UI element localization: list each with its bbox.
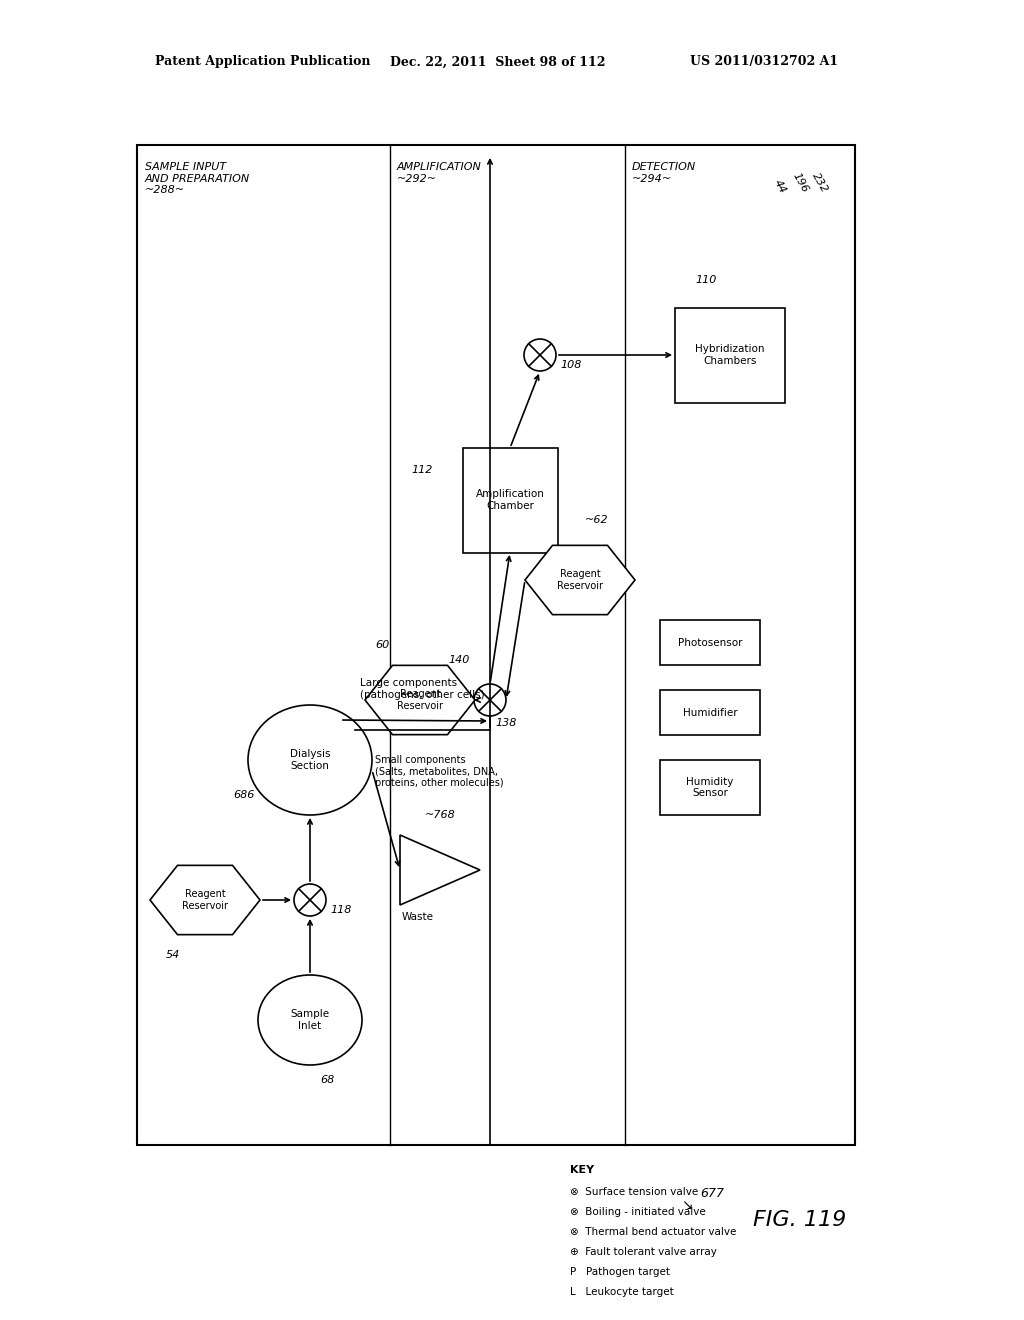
Text: Hybridization
Chambers: Hybridization Chambers [695,345,765,366]
Text: Dec. 22, 2011  Sheet 98 of 112: Dec. 22, 2011 Sheet 98 of 112 [390,55,605,69]
Text: ~768: ~768 [425,810,456,820]
Bar [660,760,760,814]
Polygon shape [400,836,480,906]
Text: Reagent
Reservoir: Reagent Reservoir [182,890,228,911]
Text: Large components
(pathogens, other cells): Large components (pathogens, other cells… [360,678,484,700]
Circle shape [524,339,556,371]
Polygon shape [525,545,635,615]
Text: 54: 54 [166,950,180,960]
Text: Humidifier: Humidifier [683,708,737,718]
Text: L   Leukocyte target: L Leukocyte target [570,1287,674,1298]
Ellipse shape [258,975,362,1065]
Text: 677: 677 [700,1187,724,1200]
Text: 140: 140 [449,655,470,665]
Ellipse shape [248,705,372,814]
Text: Reagent
Reservoir: Reagent Reservoir [397,689,443,710]
Text: KEY: KEY [570,1166,594,1175]
Text: 196: 196 [791,172,810,195]
Text: SAMPLE INPUT
AND PREPARATION
~288~: SAMPLE INPUT AND PREPARATION ~288~ [145,162,250,195]
Text: DETECTION
~294~: DETECTION ~294~ [632,162,696,183]
Text: Reagent
Reservoir: Reagent Reservoir [557,569,603,591]
Text: 686: 686 [233,789,255,800]
Text: Photosensor: Photosensor [678,638,742,648]
Text: P   Pathogen target: P Pathogen target [570,1267,670,1276]
Text: Amplification
Chamber: Amplification Chamber [475,490,545,511]
Text: ⊗  Surface tension valve: ⊗ Surface tension valve [570,1187,698,1197]
Text: Small components
(Salts, metabolites, DNA,
proteins, other molecules): Small components (Salts, metabolites, DN… [375,755,504,788]
Text: 44: 44 [772,178,787,195]
Polygon shape [150,866,260,935]
Text: Sample
Inlet: Sample Inlet [291,1010,330,1031]
Text: 232: 232 [810,172,829,195]
Text: Humidity
Sensor: Humidity Sensor [686,776,733,799]
Text: 112: 112 [412,465,433,475]
Text: ↘: ↘ [681,1199,693,1212]
Text: ~62: ~62 [585,515,608,525]
Text: 138: 138 [495,718,516,729]
Text: Waste: Waste [402,912,434,921]
Polygon shape [365,665,475,735]
Circle shape [474,684,506,715]
Text: FIG. 119: FIG. 119 [754,1210,847,1230]
Bar [137,145,855,1144]
Bar [660,620,760,665]
Text: Patent Application Publication: Patent Application Publication [155,55,371,69]
Text: 68: 68 [319,1074,334,1085]
Text: ⊗  Thermal bend actuator valve: ⊗ Thermal bend actuator valve [570,1228,736,1237]
Text: 60: 60 [376,640,390,649]
Text: US 2011/0312702 A1: US 2011/0312702 A1 [690,55,838,69]
Circle shape [294,884,326,916]
Bar [675,308,785,403]
Text: 110: 110 [695,275,717,285]
Bar [463,447,558,553]
Bar [660,690,760,735]
Text: ⊗  Boiling - initiated valve: ⊗ Boiling - initiated valve [570,1206,706,1217]
Text: ⊕  Fault tolerant valve array: ⊕ Fault tolerant valve array [570,1247,717,1257]
Text: AMPLIFICATION
~292~: AMPLIFICATION ~292~ [397,162,482,183]
Text: 108: 108 [560,360,582,370]
Text: Dialysis
Section: Dialysis Section [290,750,331,771]
Text: 118: 118 [330,906,351,915]
